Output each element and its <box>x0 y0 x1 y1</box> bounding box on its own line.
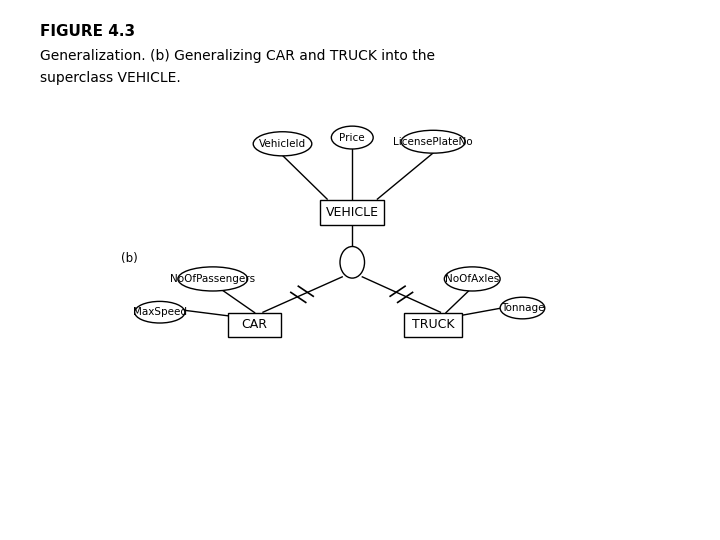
Text: Tonnage: Tonnage <box>500 303 544 313</box>
Ellipse shape <box>178 267 248 291</box>
Text: NoOfPassengers: NoOfPassengers <box>170 274 256 284</box>
Text: VEHICLE: VEHICLE <box>325 206 379 219</box>
FancyBboxPatch shape <box>228 313 281 337</box>
Text: Generalization. (b) Generalizing CAR and TRUCK into the: Generalization. (b) Generalizing CAR and… <box>40 49 435 63</box>
Ellipse shape <box>340 246 364 278</box>
Ellipse shape <box>401 130 465 153</box>
FancyBboxPatch shape <box>320 199 384 225</box>
Text: (b): (b) <box>121 252 138 265</box>
Ellipse shape <box>500 297 545 319</box>
Text: MaxSpeed: MaxSpeed <box>132 307 186 317</box>
FancyBboxPatch shape <box>404 313 462 337</box>
Ellipse shape <box>444 267 500 291</box>
Text: TRUCK: TRUCK <box>412 318 454 331</box>
Text: NoOfAxles: NoOfAxles <box>445 274 500 284</box>
Text: VehicleId: VehicleId <box>259 139 306 149</box>
Ellipse shape <box>253 132 312 156</box>
Text: CAR: CAR <box>242 318 268 331</box>
Ellipse shape <box>135 301 185 323</box>
Text: Price: Price <box>339 132 365 143</box>
Text: superclass VEHICLE.: superclass VEHICLE. <box>40 71 180 85</box>
Text: FIGURE 4.3: FIGURE 4.3 <box>40 24 135 39</box>
Text: LicensePlateNo: LicensePlateNo <box>393 137 473 147</box>
Ellipse shape <box>331 126 373 149</box>
